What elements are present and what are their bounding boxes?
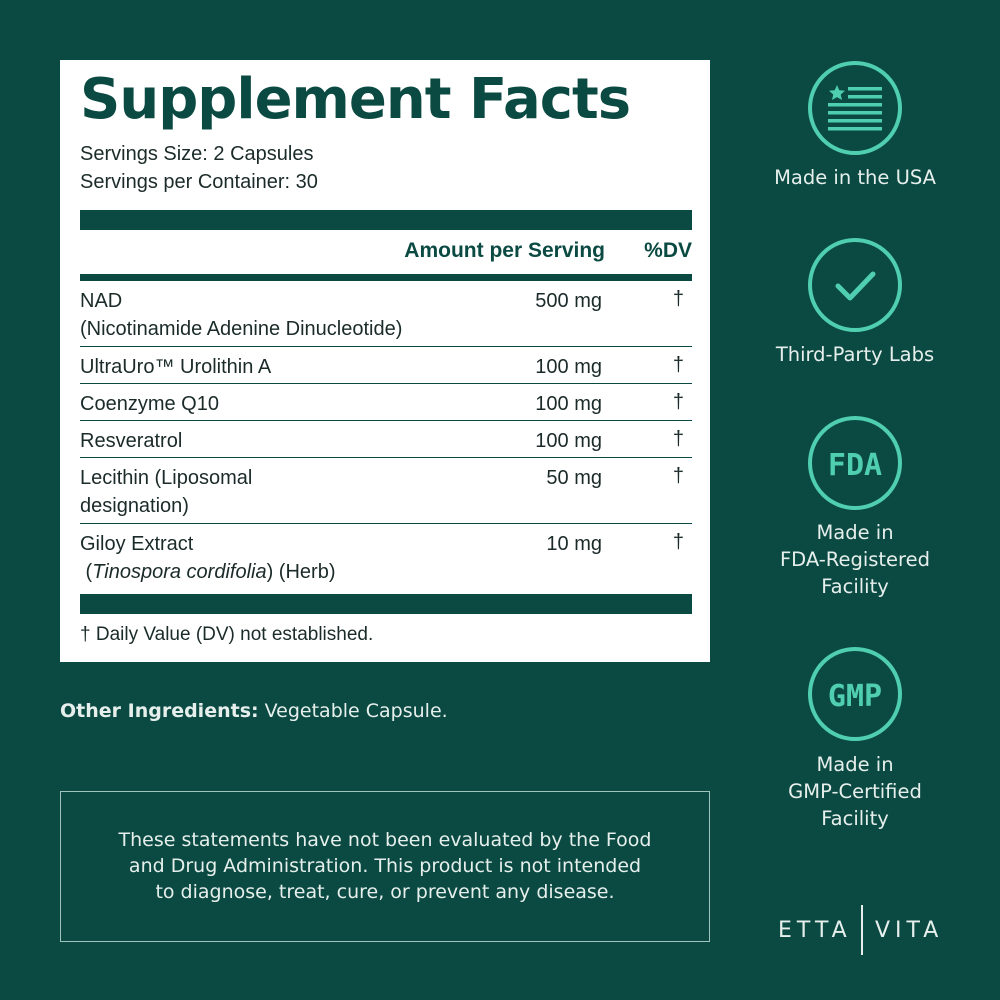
- ingredient-amount: 10 mg: [546, 533, 602, 555]
- ingredient-amount: 100 mg: [535, 430, 602, 452]
- ingredient-name: Coenzyme Q10: [80, 393, 219, 415]
- badge-label-usa: Made in the USA: [774, 166, 936, 189]
- ingredient-dv: †: [672, 391, 684, 413]
- fda-disclaimer: These statements have not been evaluated…: [60, 791, 710, 942]
- table-row: Coenzyme Q10 100 mg †: [80, 384, 692, 421]
- footnote: † Daily Value (DV) not established.: [80, 624, 692, 646]
- ingredient-name: UltraUro™ Urolithin A: [80, 356, 272, 378]
- ingredient-dv: †: [672, 531, 684, 553]
- badge-label-gmp: Made in GMP-Certified Facility: [788, 753, 922, 830]
- gmp-icon: GMP: [806, 645, 904, 743]
- ingredient-amount: 100 mg: [535, 356, 602, 378]
- badge-label-third-party: Third-Party Labs: [775, 343, 935, 366]
- ingredient-name: NAD (Nicotinamide Adenine Dinucleotide): [80, 290, 403, 340]
- header-amount-per-serving: Amount per Serving: [404, 239, 605, 262]
- ingredient-dv: †: [672, 288, 684, 310]
- table-row: UltraUro™ Urolithin A 100 mg †: [80, 347, 692, 384]
- supplement-facts-title: Supplement Facts: [80, 67, 631, 132]
- thick-divider: [80, 210, 692, 230]
- header-dv: %DV: [644, 239, 692, 262]
- other-ingredients-value: Vegetable Capsule.: [258, 700, 448, 722]
- usa-flag-icon: [806, 59, 904, 157]
- other-ingredients-label: Other Ingredients:: [60, 700, 259, 722]
- ingredient-amount: 100 mg: [535, 393, 602, 415]
- other-ingredients: Other Ingredients: Vegetable Capsule.: [60, 700, 448, 722]
- servings-per-container: Servings per Container: 30: [80, 171, 318, 193]
- fda-icon: FDA: [806, 414, 904, 512]
- ingredient-dv: †: [672, 354, 684, 376]
- table-row: Lecithin (Liposomal designation) 50 mg †: [80, 458, 692, 524]
- ingredient-dv: †: [672, 428, 684, 450]
- brand-divider: [861, 905, 863, 955]
- ingredient-name: Lecithin (Liposomal designation): [80, 467, 253, 517]
- ingredient-amount: 50 mg: [546, 467, 602, 489]
- serving-size: Servings Size: 2 Capsules: [80, 143, 314, 165]
- brand-right: VITA: [875, 918, 944, 943]
- brand-logo: ETTA VITA: [778, 905, 948, 955]
- table-row: Resveratrol 100 mg †: [80, 421, 692, 458]
- ingredient-name: Giloy Extract (Tinospora cordifolia) (He…: [80, 533, 336, 583]
- ingredient-amount: 500 mg: [535, 290, 602, 312]
- checkmark-icon: [806, 236, 904, 334]
- table-row: Giloy Extract (Tinospora cordifolia) (He…: [80, 524, 692, 594]
- svg-text:FDA: FDA: [828, 448, 882, 483]
- brand-left: ETTA: [778, 918, 852, 943]
- thick-divider: [80, 594, 692, 614]
- footnote-text: Daily Value (DV) not established.: [95, 624, 374, 645]
- dagger-mark: †: [80, 624, 91, 645]
- svg-text:GMP: GMP: [828, 679, 882, 714]
- badge-label-fda: Made in FDA-Registered Facility: [779, 521, 931, 598]
- thin-divider: [80, 274, 692, 281]
- table-header: Amount per Serving %DV: [80, 230, 692, 274]
- supplement-facts-panel: Supplement Facts Servings Size: 2 Capsul…: [60, 60, 710, 662]
- ingredient-dv: †: [672, 465, 684, 487]
- table-row: NAD (Nicotinamide Adenine Dinucleotide) …: [80, 281, 692, 347]
- ingredient-name: Resveratrol: [80, 430, 183, 452]
